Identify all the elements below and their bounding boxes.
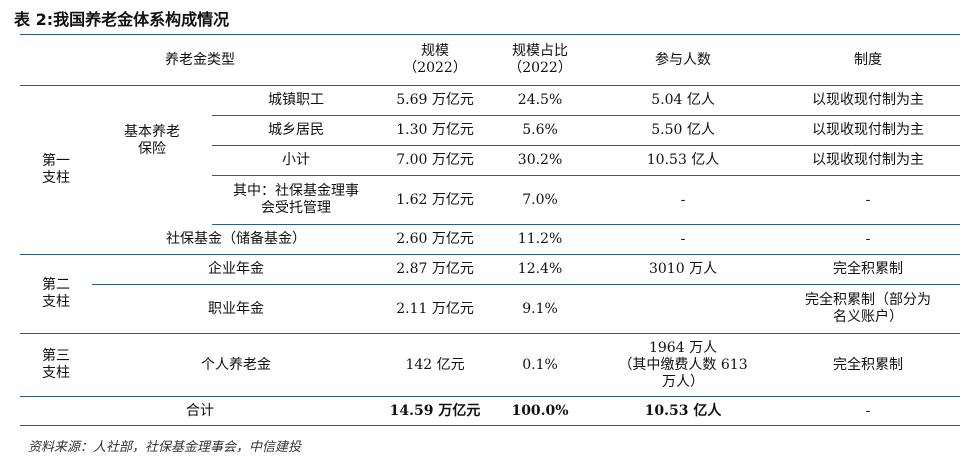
table-row: 职业年金 2.11 万亿元 9.1% 完全积累制（部分为 名义账户）	[20, 284, 961, 334]
row-people: 1964 万人 （其中缴费人数 613 万人）	[590, 333, 777, 397]
table-row: 第一 支柱 基本养老 保险 城镇职工 5.69 万亿元 24.5% 5.04 亿…	[20, 85, 961, 255]
row-system: 完全积累制	[776, 333, 961, 397]
row-scale: 1.30 万亿元	[380, 115, 491, 146]
row-scale: 142 亿元	[380, 333, 491, 397]
row-share: 5.6%	[490, 115, 591, 146]
row-share: 11.2%	[490, 224, 591, 255]
row-name: 职业年金	[92, 284, 381, 334]
pillar-1-label: 第一 支柱	[20, 85, 92, 255]
pillar-3-label: 第三 支柱	[20, 333, 92, 397]
row-share: 12.4%	[490, 254, 591, 285]
row-share: 0.1%	[490, 333, 591, 397]
row-share: 7.0%	[490, 175, 591, 225]
total-row: 合计 14.59 万亿元 100.0% 10.53 亿人 -	[20, 396, 961, 426]
total-people: 10.53 亿人	[590, 396, 777, 426]
total-label: 合计	[20, 396, 381, 426]
row-share: 9.1%	[490, 284, 591, 334]
pension-system-table: 养老金类型 规模 （2022） 规模占比 （2022） 参与人数 制度 第一 支…	[20, 34, 961, 426]
row-name: 企业年金	[92, 254, 381, 285]
header-share: 规模占比 （2022）	[490, 34, 591, 86]
row-scale: 2.11 万亿元	[380, 284, 491, 334]
row-scale: 7.00 万亿元	[380, 145, 491, 176]
row-people: 5.04 亿人	[590, 85, 777, 116]
row-name: 小计	[212, 145, 381, 176]
row-people: 5.50 亿人	[590, 115, 777, 146]
header-scale: 规模 （2022）	[380, 34, 491, 86]
row-name: 社保基金（储备基金）	[92, 224, 381, 255]
row-scale: 2.87 万亿元	[380, 254, 491, 285]
row-name: 其中：社保基金理事 会受托管理	[212, 175, 381, 225]
table-row: 第二 支柱 企业年金 2.87 万亿元 12.4% 3010 万人 完全积累制	[20, 254, 961, 334]
table-title: 表 2:我国养老金体系构成情况	[14, 10, 230, 29]
row-system: 完全积累制（部分为 名义账户）	[776, 284, 961, 334]
row-scale: 5.69 万亿元	[380, 85, 491, 116]
row-name: 个人养老金	[92, 333, 381, 397]
row-share: 24.5%	[490, 85, 591, 116]
row-name: 城镇职工	[212, 85, 381, 116]
table-row: 第三 支柱 个人养老金 142 亿元 0.1% 1964 万人 （其中缴费人数 …	[20, 333, 961, 397]
table-row: 城乡居民 1.30 万亿元 5.6% 5.50 亿人 以现收现付制为主	[20, 115, 961, 146]
total-system: -	[776, 396, 961, 426]
table-row: 其中：社保基金理事 会受托管理 1.62 万亿元 7.0% - -	[20, 175, 961, 225]
row-scale: 2.60 万亿元	[380, 224, 491, 255]
header-type: 养老金类型	[20, 34, 381, 86]
total-share: 100.0%	[490, 396, 591, 426]
table-row: 社保基金（储备基金） 2.60 万亿元 11.2% - -	[20, 224, 961, 255]
row-scale: 1.62 万亿元	[380, 175, 491, 225]
row-people	[590, 284, 777, 334]
basic-insurance-label: 基本养老 保险	[124, 124, 180, 157]
total-scale: 14.59 万亿元	[380, 396, 491, 426]
row-system: 以现收现付制为主	[776, 145, 961, 176]
row-system: 以现收现付制为主	[776, 85, 961, 116]
pillar-2-label: 第二 支柱	[20, 254, 92, 334]
header-row: 养老金类型 规模 （2022） 规模占比 （2022） 参与人数 制度	[20, 34, 961, 86]
row-name: 城乡居民	[212, 115, 381, 146]
row-people: 10.53 亿人	[590, 145, 777, 176]
row-share: 30.2%	[490, 145, 591, 176]
row-system: -	[776, 224, 961, 255]
header-people: 参与人数	[590, 34, 777, 86]
row-system: 完全积累制	[776, 254, 961, 285]
source-note: 资料来源：人社部，社保基金理事会，中信建投	[28, 440, 302, 455]
table-row: 小计 7.00 万亿元 30.2% 10.53 亿人 以现收现付制为主	[20, 145, 961, 176]
row-system: 以现收现付制为主	[776, 115, 961, 146]
row-people: -	[590, 224, 777, 255]
row-system: -	[776, 175, 961, 225]
row-people: -	[590, 175, 777, 225]
row-people: 3010 万人	[590, 254, 777, 285]
header-system: 制度	[776, 34, 961, 86]
